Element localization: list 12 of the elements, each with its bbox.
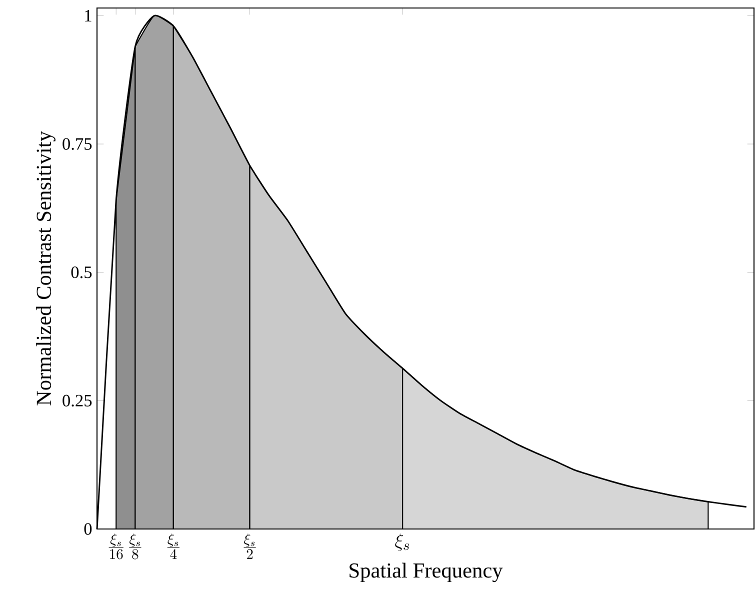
y-tick-label: 1: [85, 10, 92, 22]
y-tick-label: 0.75: [62, 138, 92, 150]
y-tick-label: 0.5: [71, 266, 92, 278]
x-tick-label: $\xi_s$: [395, 534, 410, 551]
y-tick-label: 0.25: [62, 394, 92, 407]
y-tick-label: 0: [84, 523, 92, 535]
x-tick-label: $\frac{\xi_s}{4}$: [167, 534, 180, 559]
x-tick-label: $\frac{\xi_s}{16}$: [108, 534, 124, 560]
x-tick-label: $\frac{\xi_s}{8}$: [129, 534, 142, 560]
y-axis-title: Normalized Contrast Sensitivity: [36, 131, 56, 406]
x-tick-label: $\frac{\xi_s}{2}$: [244, 534, 256, 559]
x-axis-title: Spatial Frequency: [350, 562, 503, 582]
